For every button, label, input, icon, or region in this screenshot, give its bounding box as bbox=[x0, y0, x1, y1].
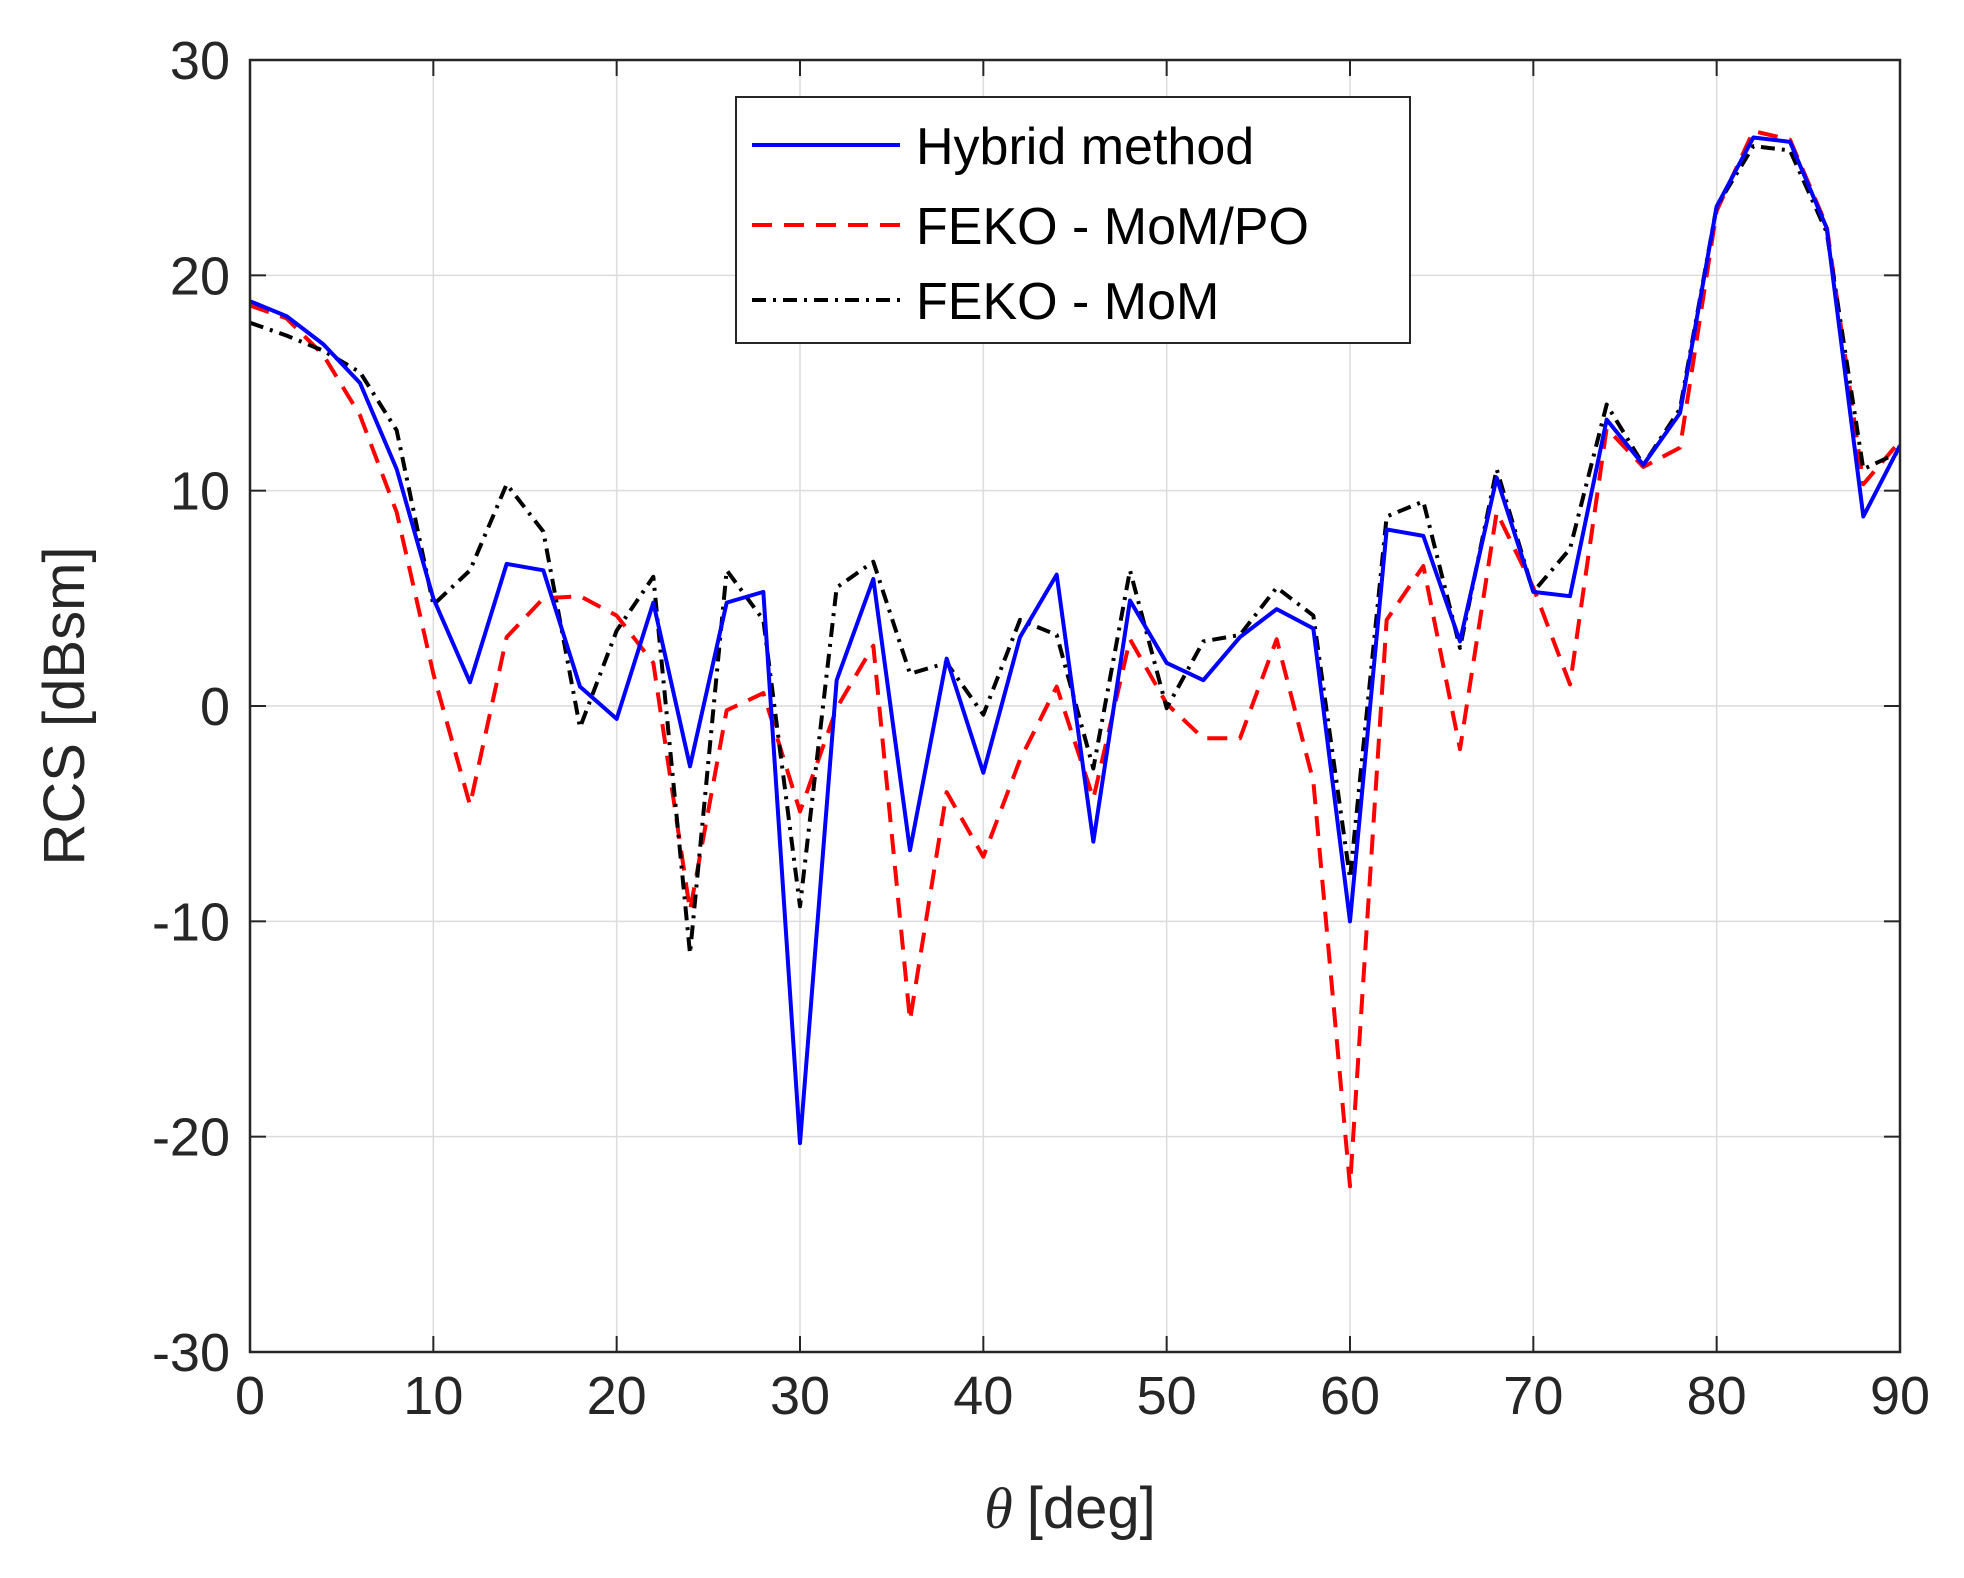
y-tick-label: -10 bbox=[152, 892, 230, 952]
legend-label-hybrid: Hybrid method bbox=[916, 118, 1254, 176]
x-tick-label: 30 bbox=[770, 1366, 830, 1426]
x-tick-label: 60 bbox=[1320, 1366, 1380, 1426]
x-tick-label: 0 bbox=[235, 1366, 265, 1426]
x-tick-label: 20 bbox=[587, 1366, 647, 1426]
x-tick-label: 40 bbox=[953, 1366, 1013, 1426]
series-line-hybrid-method bbox=[250, 135, 1900, 1146]
x-axis-label: θ [deg] bbox=[984, 1476, 1156, 1541]
series-line-feko-mom-po bbox=[250, 129, 1900, 1189]
x-axis-label-symbol: θ bbox=[984, 1476, 1013, 1541]
legend-label-feko-mom-po: FEKO - MoM/PO bbox=[916, 198, 1309, 256]
x-tick-label: 90 bbox=[1870, 1366, 1930, 1426]
x-tick-labels: 0 10 20 30 40 50 60 70 80 90 bbox=[235, 1366, 1930, 1426]
data-series bbox=[250, 129, 1900, 1189]
y-axis-label: RCS [dBsm] bbox=[32, 546, 97, 865]
x-tick-label: 10 bbox=[403, 1366, 463, 1426]
legend: Hybrid method FEKO - MoM/PO FEKO - MoM bbox=[735, 96, 1411, 344]
y-tick-label: -20 bbox=[152, 1108, 230, 1168]
x-tick-label: 70 bbox=[1503, 1366, 1563, 1426]
x-axis-label-text: [deg] bbox=[1027, 1476, 1156, 1541]
legend-label-feko-mom: FEKO - MoM bbox=[916, 273, 1219, 331]
y-tick-label: 10 bbox=[170, 462, 230, 522]
x-tick-label: 50 bbox=[1137, 1366, 1197, 1426]
axis-ticks bbox=[249, 59, 1901, 1353]
y-tick-label: -30 bbox=[152, 1323, 230, 1383]
x-tick-label: 80 bbox=[1687, 1366, 1747, 1426]
y-tick-label: 30 bbox=[170, 31, 230, 91]
y-tick-labels: -30 -20 -10 0 10 20 30 bbox=[152, 31, 230, 1383]
y-tick-label: 0 bbox=[200, 677, 230, 737]
y-tick-label: 20 bbox=[170, 246, 230, 306]
